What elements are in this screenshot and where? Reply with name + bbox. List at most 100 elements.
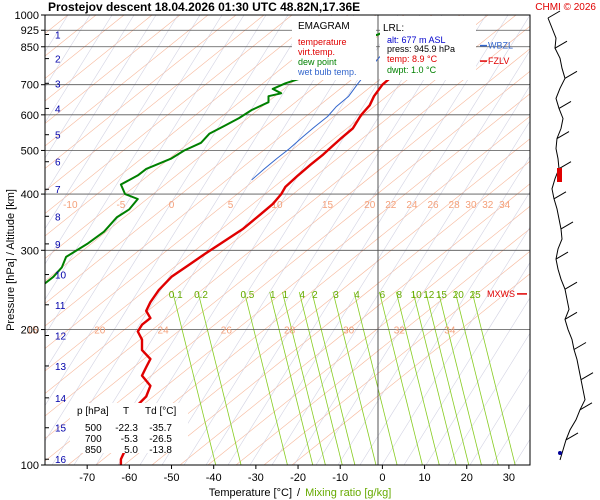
mixing-ratio-line <box>471 291 516 465</box>
wind-barb <box>560 221 574 230</box>
mixing-ratio-line <box>197 291 242 465</box>
dry-adiabat-line <box>45 15 113 124</box>
mixing-ratio-line <box>353 291 398 465</box>
level-markers: MXWS FZLV WBZL <box>480 41 527 299</box>
legend-item-temperature: temperature <box>298 37 347 47</box>
altitude-tick-label: 5 <box>55 131 61 142</box>
temperature-tick-label: -40 <box>206 472 222 484</box>
dry-adiabat-line <box>45 15 179 230</box>
dry-adiabat-line <box>293 85 530 465</box>
isotherm-label: 26 <box>427 200 439 211</box>
isotherm-label: 34 <box>444 326 456 337</box>
wind-barb <box>564 70 578 79</box>
temperature-tick-label: 20 <box>461 472 473 484</box>
mixing-ratio-label: 0.2 <box>194 290 208 301</box>
y-axis-title: Pressure [hPa] / Altitude [km] <box>5 189 17 331</box>
altitude-tick-label: 13 <box>55 362 67 373</box>
pressure-tick-label: 300 <box>21 245 39 257</box>
temperature-tick-label: -50 <box>164 472 180 484</box>
mixing-ratio-label: 4 <box>299 290 305 301</box>
wbzl-marker-label: WBZL <box>488 41 513 51</box>
isotherm-line <box>45 15 293 214</box>
mixing-ratio-label: 1 <box>283 290 289 301</box>
isotherm-line <box>291 273 530 465</box>
pressure-tick-label: 1000 <box>15 10 39 22</box>
mixing-ratio-label: 1 <box>270 290 276 301</box>
mixing-ratio-line <box>454 291 499 465</box>
altitude-tick-label: 4 <box>55 104 61 115</box>
wind-barb <box>580 372 594 381</box>
mixing-ratio-line <box>298 291 343 465</box>
lrl-box: LRL: alt: 677 m ASL press: 945.9 hPa tem… <box>380 16 476 80</box>
table-row-850-p: 850 <box>85 445 102 456</box>
wind-surface-point <box>558 451 562 455</box>
mixing-ratio-label: 15 <box>436 290 448 301</box>
altitude-tick-label: 3 <box>55 79 61 90</box>
isotherm-label: 0 <box>169 200 175 211</box>
altitude-tick-label: 12 <box>55 331 67 342</box>
table-header-t: T <box>123 406 129 417</box>
legend-item-virt-temp: virt.temp. <box>298 47 335 57</box>
isotherm-label: 24 <box>406 200 418 211</box>
table-row-700-p: 700 <box>85 434 102 445</box>
altitude-tick-label: 9 <box>55 240 61 251</box>
mxws-marker-label: MXWS <box>487 289 515 299</box>
wind-barb <box>564 281 578 290</box>
isotherm-label: 5 <box>228 200 234 211</box>
isotherm-line <box>45 15 489 372</box>
isotherm-label: 32 <box>394 326 406 337</box>
altitude-tick-label: 15 <box>55 424 67 435</box>
mixing-ratio-label: 2 <box>312 290 318 301</box>
dry-adiabat-line <box>381 226 530 465</box>
pressure-tick-label: 700 <box>21 80 39 92</box>
isotherm-line <box>45 15 321 237</box>
wind-barb <box>558 161 572 170</box>
pressure-axis: 100 200 300 400 500 600 700 850 925 1000 <box>15 10 45 472</box>
altitude-tick-label: 2 <box>55 55 61 66</box>
lrl-dwpt: dwpt: 1.0 °C <box>387 65 437 75</box>
wind-barb <box>555 251 569 260</box>
wind-barb <box>579 402 593 411</box>
wind-max-marker <box>557 168 562 182</box>
mixing-ratio-line <box>269 291 314 465</box>
isotherm-line <box>45 48 530 439</box>
wind-barb <box>558 100 572 109</box>
table-row-850-td: -13.8 <box>149 445 172 456</box>
lrl-background <box>380 16 476 80</box>
dry-adiabat-line <box>45 15 245 336</box>
isotherm-label: 34 <box>499 200 511 211</box>
copyright: CHMI © 2026 <box>535 2 596 13</box>
chart-title: Prostejov descent 18.04.2026 01:30 UTC 4… <box>48 0 360 14</box>
lrl-title: LRL: <box>383 23 404 34</box>
mixing-ratio-label: 3 <box>333 290 339 301</box>
wind-profile-panel <box>547 10 594 461</box>
wind-barb <box>565 432 579 441</box>
isotherm-line <box>45 70 530 462</box>
isotherm-label: 24 <box>158 326 170 337</box>
dry-adiabat-line <box>469 368 530 465</box>
dry-adiabat-line <box>45 15 223 301</box>
temperature-tick-label: 10 <box>418 472 430 484</box>
mixing-ratio-line <box>425 291 470 465</box>
wind-barb <box>547 10 561 19</box>
mixing-ratio-line <box>244 291 288 465</box>
isotherm-line <box>207 205 530 465</box>
dry-adiabat-line <box>425 297 530 465</box>
wind-barb <box>564 311 578 320</box>
isotherm-label: 28 <box>284 326 296 337</box>
isotherm-line <box>95 115 530 465</box>
isotherm-label: 15 <box>27 326 39 337</box>
mixing-ratio-label: 10 <box>411 290 423 301</box>
plot-frame <box>44 14 531 466</box>
altitude-tick-label: 14 <box>55 394 67 405</box>
sounding-table: p [hPa] T Td [°C] 500 -22.3 -35.7 700 -5… <box>70 403 188 456</box>
isotherm-line <box>45 15 461 349</box>
x-axis-label: Temperature [°C] / Mixing ratio [g/kg] <box>209 487 392 499</box>
dry-adiabat-lines <box>45 15 530 465</box>
altitude-tick-label: 7 <box>55 185 61 196</box>
table-row-700-t: -5.3 <box>121 434 139 445</box>
mixing-ratio-lines <box>172 291 516 465</box>
dry-adiabat-line <box>45 15 289 407</box>
x-axis-label-mixing-ratio: Mixing ratio [g/kg] <box>305 487 391 499</box>
dry-adiabat-line <box>205 15 487 465</box>
